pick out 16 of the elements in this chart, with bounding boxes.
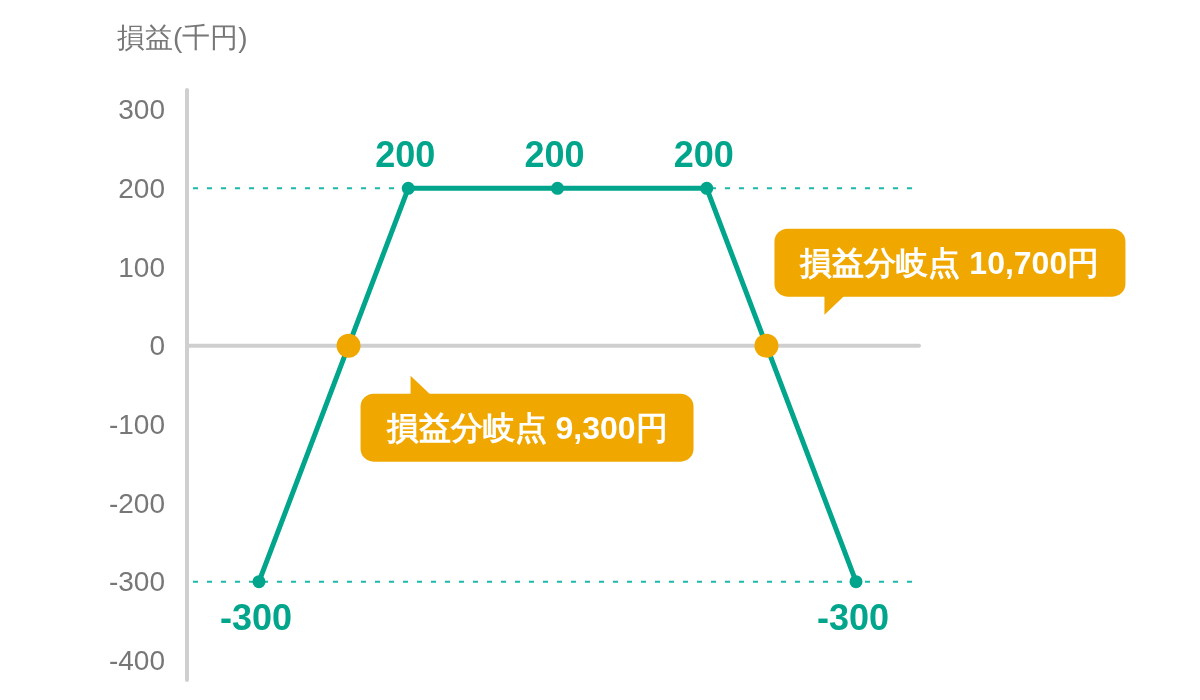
data-label: -300 [219, 596, 293, 638]
y-tick-label: 300 [118, 94, 165, 126]
data-label: 200 [673, 134, 734, 176]
y-tick-label: -400 [108, 645, 165, 677]
y-tick-label: -200 [108, 487, 165, 519]
data-label: 200 [375, 134, 436, 176]
data-label: 200 [524, 134, 585, 176]
y-tick-label: 200 [118, 173, 165, 205]
annotation: 損益分岐点 10,700円 [799, 245, 1100, 282]
data-label: -300 [816, 596, 890, 638]
y-tick-label: 0 [149, 330, 165, 362]
y-tick-label: -100 [108, 409, 165, 441]
y-tick-label: -300 [108, 566, 165, 598]
y-tick-label: 100 [118, 251, 165, 283]
annotation: 損益分岐点 9,300円 [385, 410, 668, 447]
y-axis-title: 損益(千円) [117, 22, 248, 53]
